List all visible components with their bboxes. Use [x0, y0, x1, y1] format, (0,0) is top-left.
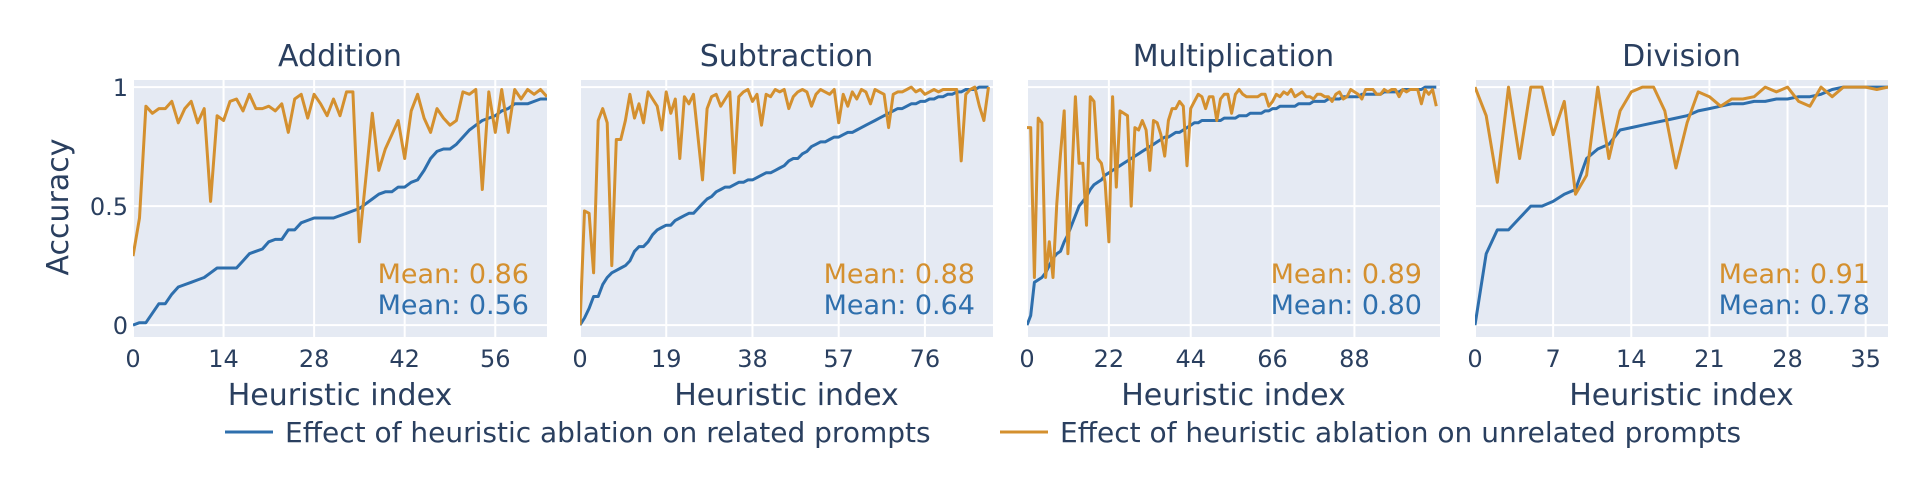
panel-division: Division 0 7 14 21 28 35 Heuristic index Mean: 0… — [1467, 39, 1888, 413]
y-axis-label: Accuracy — [41, 139, 76, 276]
x-tick-label: 21 — [1694, 345, 1725, 373]
x-tick-label: 88 — [1339, 345, 1370, 373]
x-tick-label: 35 — [1850, 345, 1881, 373]
mean-related-label: Mean: 0.78 — [1719, 290, 1870, 321]
x-tick-label: 28 — [1772, 345, 1803, 373]
panel-subtraction: Subtraction 0 19 38 57 76 Heuristic index Mean:… — [572, 39, 993, 413]
series-line-related — [580, 85, 989, 326]
x-tick-label: 42 — [389, 345, 420, 373]
x-tick-label: 19 — [651, 345, 682, 373]
x-tick-label: 44 — [1175, 345, 1206, 373]
panel-multiplication: Multiplication 0 22 44 66 88 Heuristic index Me… — [1019, 39, 1440, 413]
mean-unrelated-label: Mean: 0.89 — [1271, 259, 1422, 290]
x-tick-label: 76 — [910, 345, 941, 373]
x-tick-label: 0 — [572, 345, 587, 373]
plot-area — [1475, 80, 1888, 337]
panel-title: Subtraction — [700, 39, 874, 74]
y-tick-label: 0.5 — [90, 193, 128, 221]
mean-related-label: Mean: 0.64 — [824, 290, 975, 321]
panel-title: Addition — [278, 39, 402, 74]
series-line-related — [1027, 85, 1437, 326]
mean-unrelated-label: Mean: 0.86 — [378, 259, 529, 290]
x-axis-label: Heuristic index — [674, 378, 899, 413]
x-tick-label: 28 — [299, 345, 330, 373]
x-tick-label: 38 — [737, 345, 768, 373]
panel-addition: Addition 0 14 28 42 56 0 0.5 1 Heuristic index Mea… — [90, 39, 547, 413]
x-tick-label: 0 — [125, 345, 140, 373]
y-tick-label: 1 — [113, 74, 128, 102]
x-axis-label: Heuristic index — [1121, 378, 1346, 413]
mean-related-label: Mean: 0.56 — [378, 290, 529, 321]
mean-unrelated-label: Mean: 0.88 — [824, 259, 975, 290]
panel-title: Multiplication — [1133, 39, 1334, 74]
mean-unrelated-label: Mean: 0.91 — [1719, 259, 1870, 290]
mean-related-label: Mean: 0.80 — [1271, 290, 1422, 321]
legend-label-related: Effect of heuristic ablation on related … — [285, 416, 931, 449]
x-tick-label: 22 — [1094, 345, 1125, 373]
x-tick-label: 14 — [208, 345, 239, 373]
series-line-unrelated — [580, 85, 990, 326]
series-line-unrelated — [1475, 85, 1888, 196]
x-tick-label: 57 — [823, 345, 854, 373]
x-axis-label: Heuristic index — [1569, 378, 1794, 413]
legend: Effect of heuristic ablation on related … — [225, 416, 1741, 449]
panel-title: Division — [1622, 39, 1741, 74]
x-axis-label: Heuristic index — [228, 378, 453, 413]
series-line-unrelated — [133, 88, 547, 257]
x-tick-label: 0 — [1467, 345, 1482, 373]
x-tick-label: 56 — [480, 345, 511, 373]
x-tick-label: 7 — [1545, 345, 1560, 373]
y-tick-label: 0 — [113, 312, 128, 340]
x-tick-label: 0 — [1019, 345, 1034, 373]
legend-label-unrelated: Effect of heuristic ablation on unrelate… — [1060, 416, 1741, 449]
series-line-related — [1475, 85, 1888, 326]
x-tick-label: 14 — [1616, 345, 1647, 373]
x-tick-label: 66 — [1257, 345, 1288, 373]
series-line-unrelated — [1027, 88, 1438, 279]
